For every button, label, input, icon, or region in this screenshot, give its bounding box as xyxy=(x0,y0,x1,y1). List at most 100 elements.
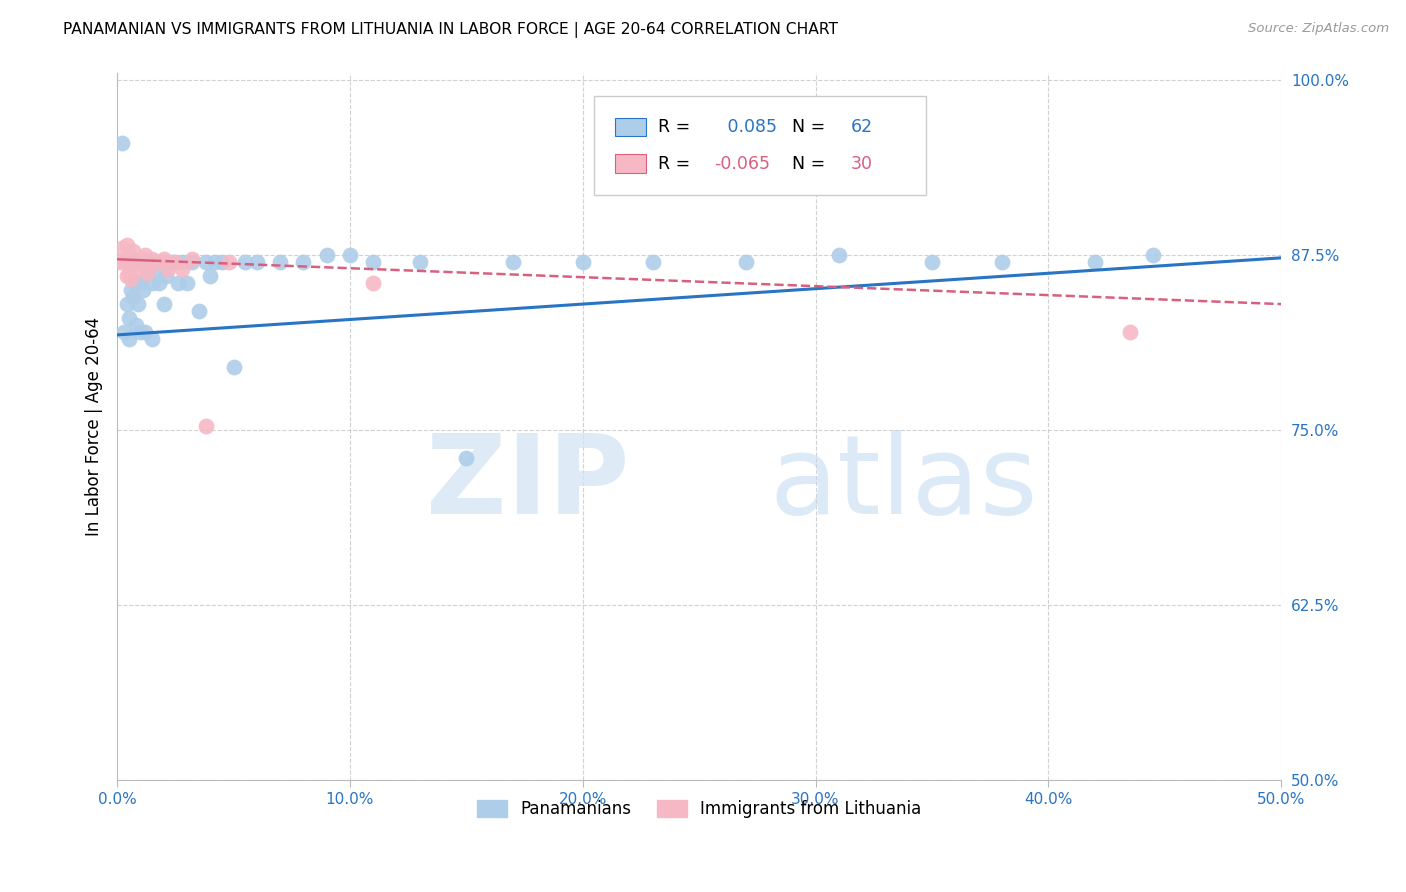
Point xyxy=(143,255,166,269)
Point xyxy=(115,297,138,311)
Point xyxy=(112,255,135,269)
Point xyxy=(127,297,149,311)
Point xyxy=(218,255,240,269)
FancyBboxPatch shape xyxy=(595,96,927,195)
Point xyxy=(129,325,152,339)
Point xyxy=(134,248,156,262)
Point xyxy=(125,262,148,277)
Text: N =: N = xyxy=(780,118,831,136)
Point xyxy=(112,325,135,339)
Point xyxy=(125,276,148,290)
Point xyxy=(145,262,167,277)
FancyBboxPatch shape xyxy=(616,118,645,136)
Point xyxy=(111,241,134,255)
Point xyxy=(157,262,180,277)
Point xyxy=(118,332,141,346)
Point xyxy=(148,255,170,269)
Point xyxy=(122,255,145,269)
Point xyxy=(120,252,142,267)
Point xyxy=(143,255,166,269)
Point xyxy=(165,255,187,269)
Point xyxy=(641,255,664,269)
Point xyxy=(122,290,145,304)
Point xyxy=(990,255,1012,269)
Point xyxy=(115,238,138,252)
Point xyxy=(1119,325,1142,339)
Point xyxy=(141,276,163,290)
Point xyxy=(152,252,174,267)
Text: Source: ZipAtlas.com: Source: ZipAtlas.com xyxy=(1249,22,1389,36)
Text: R =: R = xyxy=(658,118,696,136)
Point xyxy=(571,255,593,269)
Point xyxy=(125,255,148,269)
Text: R =: R = xyxy=(658,154,696,172)
Point xyxy=(734,255,756,269)
Point xyxy=(180,252,202,267)
Point xyxy=(222,360,245,375)
Point xyxy=(139,255,162,269)
Point xyxy=(115,268,138,283)
Point xyxy=(108,255,131,269)
Point xyxy=(200,268,222,283)
Point xyxy=(129,276,152,290)
Point xyxy=(456,451,478,466)
Point xyxy=(120,255,142,269)
Point xyxy=(118,248,141,262)
Point xyxy=(118,266,141,280)
Point xyxy=(129,255,152,269)
Text: ZIP: ZIP xyxy=(426,430,630,537)
Point xyxy=(129,255,152,269)
Point xyxy=(233,255,256,269)
Point xyxy=(409,255,432,269)
Point xyxy=(111,136,134,150)
Point xyxy=(828,248,851,262)
Text: PANAMANIAN VS IMMIGRANTS FROM LITHUANIA IN LABOR FORCE | AGE 20-64 CORRELATION C: PANAMANIAN VS IMMIGRANTS FROM LITHUANIA … xyxy=(63,22,838,38)
Point xyxy=(172,255,194,269)
Point xyxy=(115,255,138,269)
Point xyxy=(134,325,156,339)
Point xyxy=(361,255,384,269)
Point xyxy=(136,262,159,277)
Point xyxy=(132,252,155,267)
Point xyxy=(132,255,155,269)
Point xyxy=(141,252,163,267)
Point xyxy=(127,255,149,269)
Point xyxy=(120,272,142,286)
Text: -0.065: -0.065 xyxy=(714,154,770,172)
Point xyxy=(194,419,217,434)
Text: 30: 30 xyxy=(851,154,873,172)
Point xyxy=(921,255,943,269)
Point xyxy=(246,255,269,269)
Text: N =: N = xyxy=(780,154,831,172)
Point xyxy=(361,276,384,290)
Point xyxy=(1142,248,1164,262)
Legend: Panamanians, Immigrants from Lithuania: Panamanians, Immigrants from Lithuania xyxy=(471,794,928,825)
Point xyxy=(166,276,188,290)
Y-axis label: In Labor Force | Age 20-64: In Labor Force | Age 20-64 xyxy=(86,317,103,536)
Point xyxy=(134,255,156,269)
Text: atlas: atlas xyxy=(769,430,1038,537)
FancyBboxPatch shape xyxy=(616,154,645,173)
Point xyxy=(315,248,337,262)
Text: 0.085: 0.085 xyxy=(723,118,778,136)
Point xyxy=(204,255,226,269)
Point xyxy=(162,255,184,269)
Point xyxy=(118,255,141,269)
Text: 62: 62 xyxy=(851,118,873,136)
Point xyxy=(127,255,149,269)
Point xyxy=(172,262,194,277)
Point xyxy=(122,244,145,258)
Point xyxy=(132,283,155,297)
Point xyxy=(148,276,170,290)
Point xyxy=(118,311,141,326)
Point xyxy=(502,255,524,269)
Point xyxy=(176,276,198,290)
Point xyxy=(139,258,162,272)
Point xyxy=(125,318,148,332)
Point xyxy=(120,283,142,297)
Point xyxy=(141,332,163,346)
Point xyxy=(152,297,174,311)
Point xyxy=(187,304,209,318)
Point xyxy=(180,255,202,269)
Point xyxy=(155,268,177,283)
